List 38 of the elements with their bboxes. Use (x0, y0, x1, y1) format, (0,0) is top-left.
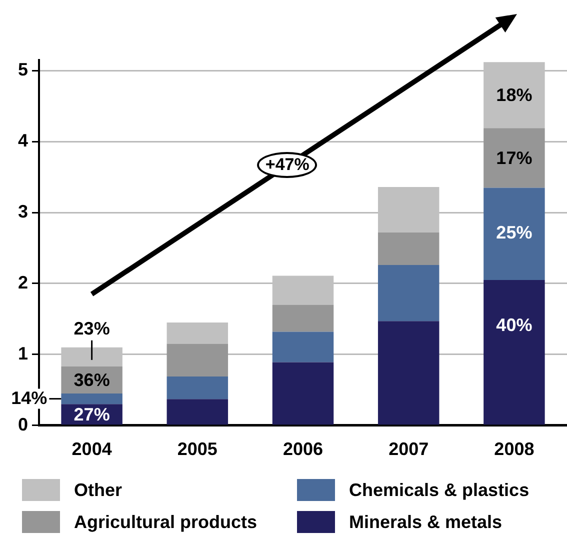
annotation: 17% (496, 148, 532, 168)
bar (272, 362, 334, 425)
bar (61, 393, 122, 404)
bar (378, 232, 440, 266)
y-tick-label: 0 (18, 414, 28, 434)
bar (166, 322, 228, 344)
legend-label: Chemicals & plastics (349, 480, 530, 500)
bar (378, 321, 440, 425)
y-tick-label: 4 (18, 130, 28, 151)
bar (166, 344, 228, 376)
x-tick-label: 2006 (282, 439, 324, 460)
annotation: 14% (11, 388, 48, 408)
y-tick-label: 5 (18, 60, 28, 80)
bar (484, 280, 545, 425)
bar (484, 128, 545, 188)
legend-label: Agricultural products (74, 512, 258, 532)
bar (166, 399, 228, 425)
annotation: 27% (74, 404, 110, 424)
legend-label: Minerals & metals (349, 512, 502, 532)
bar (378, 265, 440, 322)
y-tick-label: 1 (18, 343, 28, 364)
bar (166, 376, 228, 400)
annotation: 18% (496, 85, 532, 106)
annotation: 23% (74, 318, 110, 338)
bar (272, 332, 334, 362)
legend-label: Other (74, 480, 122, 500)
x-tick-label: 2005 (177, 439, 218, 460)
annotation: 25% (496, 222, 532, 243)
annotation: +47% (257, 152, 318, 178)
annotation: 40% (496, 314, 532, 335)
x-tick-label: 2004 (72, 439, 112, 460)
y-tick-label: 3 (18, 202, 28, 222)
bar (272, 304, 334, 332)
x-tick-label: 2008 (494, 439, 534, 460)
annotation: 36% (74, 370, 110, 390)
x-tick-label: 2007 (388, 439, 429, 460)
bar (484, 188, 545, 280)
y-tick-label: 2 (18, 272, 28, 292)
